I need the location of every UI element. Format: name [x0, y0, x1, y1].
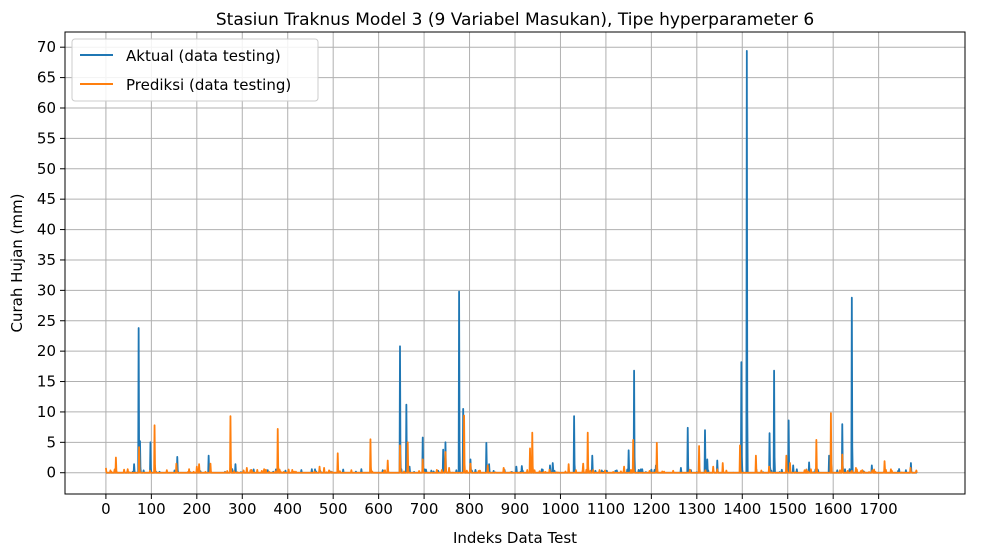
series-line-aktual [105, 49, 918, 474]
x-tick-label: 1500 [769, 500, 807, 518]
x-tick-label: 1000 [541, 500, 579, 518]
x-axis-label: Indeks Data Test [453, 529, 577, 547]
y-tick-label: 70 [37, 38, 56, 56]
x-tick-label: 1300 [678, 500, 716, 518]
x-tick-label: 100 [137, 500, 166, 518]
y-tick-label: 50 [37, 160, 56, 178]
y-tick-label: 20 [37, 342, 56, 360]
x-tick-label: 900 [501, 500, 530, 518]
y-tick-label: 45 [37, 190, 56, 208]
x-tick-label: 400 [273, 500, 302, 518]
y-axis-label: Curah Hujan (mm) [8, 194, 26, 333]
x-tick-label: 0 [101, 500, 111, 518]
x-tick-label: 1100 [587, 500, 625, 518]
x-tick-label: 1700 [860, 500, 898, 518]
legend-label-prediksi: Prediksi (data testing) [126, 76, 291, 94]
y-tick-label: 5 [46, 433, 56, 451]
x-tick-label: 1400 [723, 500, 761, 518]
legend-label-aktual: Aktual (data testing) [126, 47, 281, 65]
x-tick-label: 200 [182, 500, 211, 518]
y-tick-label: 35 [37, 251, 56, 269]
y-tick-label: 30 [37, 281, 56, 299]
x-tick-label: 700 [410, 500, 439, 518]
series-line-prediksi [105, 412, 918, 474]
x-tick-label: 600 [364, 500, 393, 518]
x-tick-label: 1600 [814, 500, 852, 518]
x-tick-label: 800 [455, 500, 484, 518]
x-tick-label: 300 [228, 500, 257, 518]
axis-ticks: 0 100 200 300 400 500 600 700 800 900 1000 1100 1200… [37, 38, 898, 518]
x-tick-label: 500 [319, 500, 348, 518]
y-tick-label: 55 [37, 129, 56, 147]
y-tick-label: 25 [37, 312, 56, 330]
y-tick-label: 65 [37, 69, 56, 87]
y-tick-label: 40 [37, 221, 56, 239]
y-tick-label: 60 [37, 99, 56, 117]
grid-lines [65, 32, 965, 494]
x-tick-label: 1200 [632, 500, 670, 518]
series-layer [105, 49, 918, 474]
chart-title: Stasiun Traknus Model 3 (9 Variabel Masu… [216, 10, 814, 30]
y-tick-label: 10 [37, 403, 56, 421]
y-tick-label: 15 [37, 373, 56, 391]
legend: Aktual (data testing) Prediksi (data tes… [71, 38, 319, 102]
legend-box [71, 38, 319, 102]
y-tick-label: 0 [46, 464, 56, 482]
